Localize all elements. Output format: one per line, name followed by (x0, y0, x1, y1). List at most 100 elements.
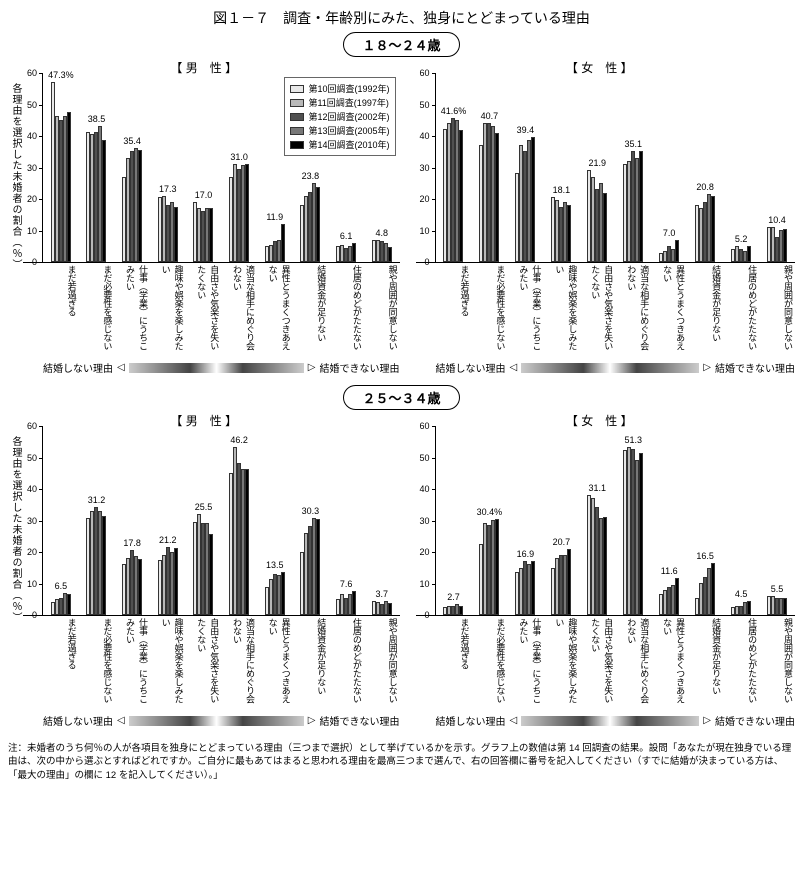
reason-spectrum: 結婚しない理由◁▷結婚できない理由 (436, 360, 796, 375)
chart-panel: 【 女 性 】010203040506041.6%40.739.418.121.… (404, 73, 796, 383)
category-label: 結婚資金が足りない (687, 263, 723, 358)
value-label: 30.3 (302, 506, 320, 516)
y-tick: 0 (412, 257, 430, 267)
category-label: 自由さや気楽さを失いたくない (579, 616, 615, 711)
value-label: 18.1 (553, 185, 571, 195)
bar-group: 2.7 (436, 426, 472, 615)
figure-title: 図１－７ 調査・年齢別にみた、独身にとどまっている理由 (8, 8, 795, 28)
category-label: 仕事（学業）にうちこみたい (507, 616, 543, 711)
spectrum-bar (521, 363, 699, 373)
value-label: 47.3% (48, 70, 74, 80)
bar-group: 5.2 (723, 73, 759, 262)
value-label: 31.0 (230, 152, 248, 162)
legend-swatch (290, 113, 304, 121)
value-label: 46.2 (230, 435, 248, 445)
bar-group: 18.1 (543, 73, 579, 262)
value-label: 23.8 (302, 171, 320, 181)
y-tick: 30 (412, 163, 430, 173)
bar-group: 20.7 (543, 426, 579, 615)
value-label: 17.0 (195, 190, 213, 200)
legend-label: 第10回調査(1992年) (308, 82, 389, 95)
bar-group: 21.2 (150, 426, 186, 615)
value-label: 35.4 (123, 136, 141, 146)
category-label: まだ若過ぎる (436, 263, 472, 358)
bar-group: 17.0 (186, 73, 222, 262)
value-label: 7.6 (340, 579, 353, 589)
y-tick: 20 (19, 547, 37, 557)
value-label: 38.5 (88, 114, 106, 124)
bar (102, 140, 106, 262)
category-label: 適当な相手にめぐり会わない (615, 616, 651, 711)
category-label: 住居のめどがたたない (328, 263, 364, 358)
bar (639, 151, 643, 262)
value-label: 20.7 (553, 537, 571, 547)
value-label: 11.6 (661, 566, 678, 576)
category-label: まだ必要性を感じない (79, 263, 115, 358)
bar-group: 16.9 (507, 426, 543, 615)
legend-label: 第13回調査(2005年) (308, 124, 389, 137)
bar (388, 603, 392, 615)
value-label: 20.8 (696, 182, 714, 192)
bar (67, 112, 71, 262)
reason-spectrum: 結婚しない理由◁▷結婚できない理由 (43, 713, 400, 728)
category-label: まだ若過ぎる (43, 616, 79, 711)
bar-group: 17.8 (114, 426, 150, 615)
y-tick: 0 (19, 610, 37, 620)
y-tick: 40 (19, 131, 37, 141)
bars-region: 41.6%40.739.4 18.1 21.9 35.1 7.0 20.8 5.2 10.4 (436, 73, 796, 262)
bar (495, 133, 499, 262)
category-label: まだ必要性を感じない (471, 616, 507, 711)
legend-swatch (290, 85, 304, 93)
y-tick: 20 (19, 194, 37, 204)
y-tick: 50 (19, 100, 37, 110)
category-label: 適当な相手にめぐり会わない (221, 616, 257, 711)
value-label: 31.2 (88, 495, 106, 505)
bar (711, 563, 715, 615)
y-tick: 40 (19, 484, 37, 494)
bar (316, 187, 320, 262)
value-label: 7.0 (663, 228, 676, 238)
bar (67, 594, 71, 615)
bar-group: 17.3 (150, 73, 186, 262)
bar-group: 40.7 (471, 73, 507, 262)
category-label: 自由さや気楽さを失いたくない (579, 263, 615, 358)
bar-group: 21.9 (579, 73, 615, 262)
category-label: 親や周囲が同意しない (759, 263, 795, 358)
spectrum-left: 結婚しない理由 (43, 713, 113, 728)
category-label: 趣味や娯楽を楽しみたい (150, 616, 186, 711)
bar (747, 601, 751, 615)
bar (209, 534, 213, 615)
reason-spectrum: 結婚しない理由◁▷結婚できない理由 (43, 360, 400, 375)
y-tick: 60 (19, 421, 37, 431)
bar-group: 46.2 (221, 426, 257, 615)
bar (603, 193, 607, 262)
bar (567, 549, 571, 615)
bar-group: 39.4 (507, 73, 543, 262)
category-label: 仕事（学業）にうちこみたい (114, 263, 150, 358)
y-tick: 50 (412, 453, 430, 463)
bar-group: 4.5 (723, 426, 759, 615)
spectrum-right: 結婚できない理由 (715, 713, 795, 728)
bar-group: 35.1 (615, 73, 651, 262)
footnote: 注：未婚者のうち何％の人が各項目を独身にとどまっている理由（三つまで選択）として… (8, 742, 795, 782)
y-tick: 10 (19, 226, 37, 236)
y-tick: 60 (412, 421, 430, 431)
value-label: 4.5 (735, 589, 748, 599)
value-label: 2.7 (447, 592, 460, 602)
value-label: 35.1 (624, 139, 642, 149)
bar (352, 243, 356, 262)
value-label: 4.8 (375, 228, 388, 238)
spectrum-left: 結婚しない理由 (43, 360, 113, 375)
value-label: 10.4 (768, 215, 786, 225)
bar (711, 196, 715, 262)
bar-group: 7.6 (328, 426, 364, 615)
bar (603, 517, 607, 615)
category-label: 趣味や娯楽を楽しみたい (543, 263, 579, 358)
bar-group: 41.6% (436, 73, 472, 262)
chart-panel: 【 女 性 】01020304050602.730.4%16.920.731.1… (404, 426, 796, 736)
y-tick: 0 (412, 610, 430, 620)
chart-panel: 【 男 性 】各理由を選択した未婚者の割合（％）01020304050606.5… (8, 426, 400, 736)
bar (567, 205, 571, 262)
y-tick: 30 (19, 516, 37, 526)
category-label: 親や周囲が同意しない (364, 263, 400, 358)
